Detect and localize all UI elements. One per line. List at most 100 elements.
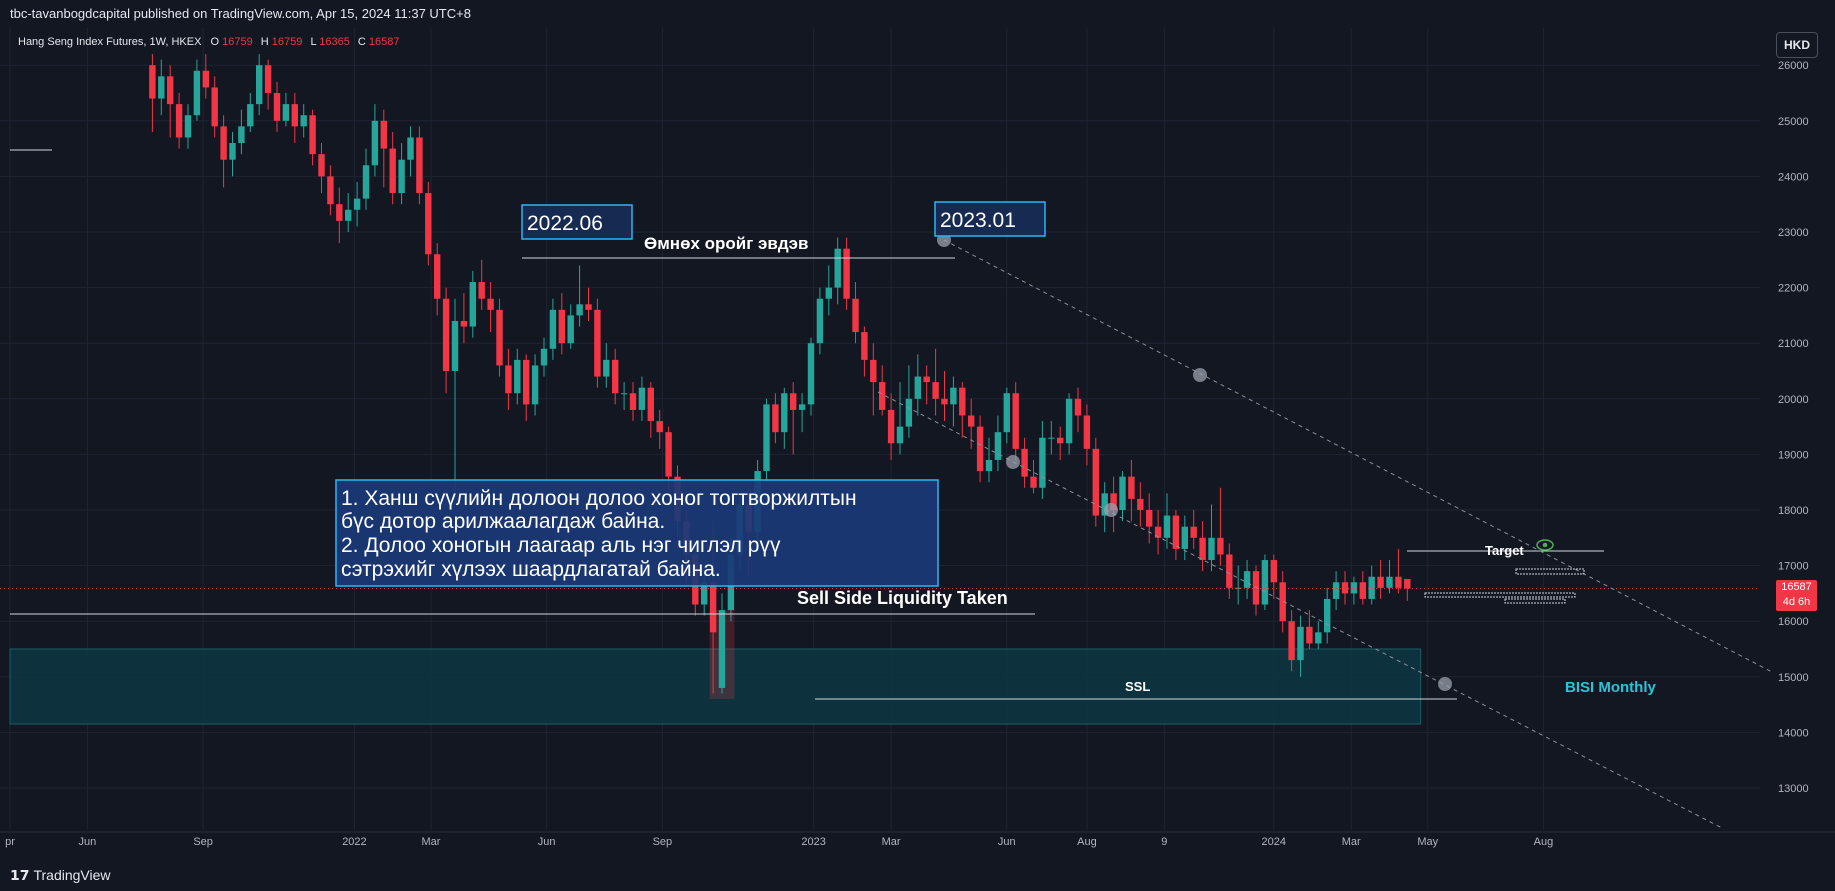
candle-body — [434, 254, 441, 299]
candle-body — [1395, 576, 1402, 588]
y-tick-label: 25000 — [1778, 116, 1809, 128]
candle-body — [282, 104, 290, 121]
eye-icon[interactable] — [1536, 539, 1554, 551]
candle-body — [968, 415, 975, 427]
candlestick-series — [149, 54, 1411, 694]
candle-body — [149, 65, 156, 99]
candle-body — [1279, 582, 1286, 622]
candle-body — [291, 104, 298, 127]
y-tick-label: 19000 — [1778, 449, 1809, 461]
candle-body — [1350, 582, 1358, 594]
price-axis[interactable]: 13000 14000 15000 16000 17000 18000 19000 20000… — [1778, 60, 1809, 795]
candle-body — [505, 365, 512, 394]
pivot-dot — [1438, 677, 1452, 691]
currency-button[interactable]: HKD — [1776, 32, 1818, 58]
candle-body — [469, 282, 476, 327]
candle-body — [478, 282, 485, 299]
candle-body — [211, 87, 218, 127]
time-axis[interactable]: pr Jun Sep 2022 Mar Jun Sep 2023 Mar Jun Aug 9 2024 M… — [0, 831, 1835, 848]
note-line-1: 1. Ханш сүүлийн долоон долоо хоног тогтв… — [341, 487, 857, 510]
candle-body — [576, 304, 583, 316]
label-2023-box — [934, 201, 1046, 237]
candle-body — [612, 359, 619, 394]
x-tick-label: pr — [5, 836, 15, 848]
candle-body — [238, 126, 245, 144]
candle-body — [923, 376, 930, 383]
symbol-legend: Hang Seng Index Futures, 1W, HKEX O 1675… — [18, 36, 400, 48]
candle-body — [158, 76, 165, 99]
candle-body — [193, 70, 201, 116]
channel-lower — [877, 391, 1723, 829]
candle-body — [807, 343, 815, 405]
h-label: H — [261, 36, 269, 48]
channel-upper — [943, 239, 1773, 673]
candle-body — [1048, 437, 1055, 439]
candle-body — [887, 409, 895, 444]
candle-body — [309, 115, 316, 155]
candle-body — [1190, 526, 1197, 538]
candle-body — [175, 104, 183, 138]
candle-body — [523, 359, 530, 405]
candle-body — [1243, 571, 1251, 588]
candle-body — [1359, 582, 1366, 599]
ssl-taken-label: Sell Side Liquidity Taken — [797, 588, 1008, 608]
label-2023: 2023.01 — [940, 209, 1016, 232]
tradingview-logo[interactable]: 𝟭𝟳 TradingView — [10, 867, 111, 884]
bisi-monthly-zone — [9, 648, 1422, 725]
y-tick-label: 20000 — [1778, 394, 1809, 406]
candle-body — [1163, 515, 1171, 538]
candle-body — [1404, 578, 1411, 589]
candle-body — [389, 148, 396, 194]
candle-body — [1030, 476, 1037, 488]
x-tick-label: Sep — [653, 836, 673, 848]
candle-body — [451, 320, 459, 371]
candle-body — [905, 398, 913, 427]
candle-body — [825, 287, 832, 299]
x-tick-label: Mar — [1342, 836, 1361, 848]
candle-body — [1252, 571, 1260, 605]
candle-body — [1181, 526, 1188, 549]
x-tick-label: 9 — [1161, 836, 1167, 848]
candle-body — [1288, 621, 1295, 661]
candle-body — [638, 387, 646, 410]
candle-body — [345, 209, 352, 221]
o-value: 16759 — [222, 36, 253, 48]
note-line-4: сэтрэхийг хүлээх шаардлагатай байна. — [341, 558, 721, 581]
candle-body — [1261, 560, 1269, 605]
bisi-label: BISI Monthly — [1565, 679, 1656, 696]
y-tick-label: 26000 — [1778, 60, 1809, 72]
candle-body — [460, 320, 468, 327]
candle-body — [229, 143, 236, 160]
candle-body — [1092, 448, 1099, 516]
target-label: Target — [1485, 543, 1524, 558]
range-box — [1515, 568, 1585, 575]
chart-drawings — [0, 149, 1773, 829]
x-tick-label: Mar — [421, 836, 440, 848]
candle-body — [816, 298, 824, 344]
candle-body — [1306, 626, 1313, 644]
candle-body — [1217, 537, 1224, 555]
candle-body — [585, 304, 592, 310]
candle-body — [1235, 587, 1242, 589]
candle-body — [442, 298, 450, 371]
symbol-name: Hang Seng Index Futures, 1W, HKEX — [18, 36, 202, 48]
candle-body — [514, 359, 521, 394]
candle-body — [843, 248, 850, 299]
svg-text:Hang Seng Index Futures, 1W, H: Hang Seng Index Futures, 1W, HKEX O 1675… — [18, 36, 400, 48]
candle-body — [1208, 537, 1215, 561]
candle-body — [896, 426, 904, 444]
candle-body — [1003, 393, 1010, 433]
candle-body — [247, 104, 254, 127]
x-tick-label: Sep — [193, 836, 213, 848]
candle-body — [362, 165, 370, 199]
x-tick-label: May — [1417, 836, 1438, 848]
x-tick-label: 2024 — [1262, 836, 1286, 848]
candle-body — [1324, 598, 1331, 633]
candle-body — [701, 582, 708, 605]
pivot-dot — [1006, 455, 1020, 469]
label-2022-box — [521, 204, 633, 240]
label-2022: 2022.06 — [527, 212, 603, 235]
candle-body — [781, 393, 788, 433]
candle-body — [763, 404, 770, 472]
